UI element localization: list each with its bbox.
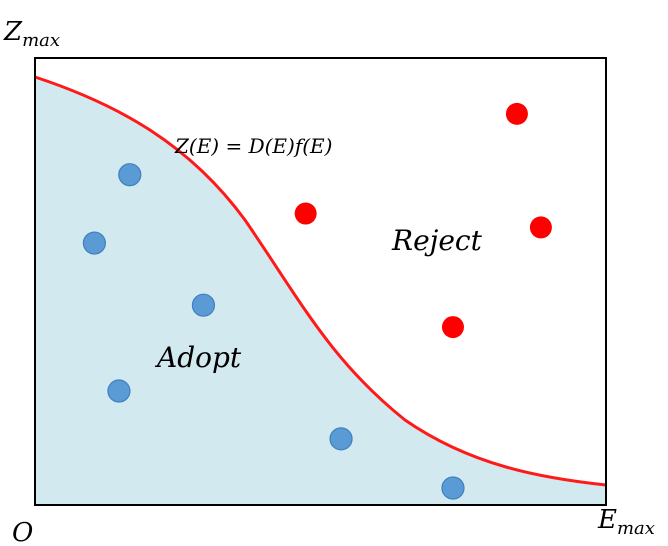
adopt-region-fill xyxy=(35,77,606,505)
reject-point xyxy=(294,202,317,225)
plot-frame xyxy=(34,57,607,506)
e-axis-label: Emax xyxy=(597,505,655,539)
adopt-point xyxy=(191,293,216,317)
reject-point xyxy=(505,102,528,125)
points-layer xyxy=(82,102,552,500)
curve-equation-label: Z(E) = D(E)f(E) xyxy=(174,134,332,158)
adopt-point xyxy=(118,163,142,187)
boundary-curve xyxy=(34,75,607,487)
adopt-point xyxy=(329,427,353,451)
adopt-point xyxy=(82,231,106,255)
adopt-point xyxy=(441,476,465,500)
origin-label: O xyxy=(12,518,33,546)
reject-region-label: Reject xyxy=(391,224,483,257)
reject-point xyxy=(529,216,552,239)
z-axis-label: Zmax xyxy=(3,17,60,51)
adopt-point xyxy=(107,379,131,403)
reject-point xyxy=(441,316,464,339)
adopt-region-label: Adopt xyxy=(154,341,242,374)
